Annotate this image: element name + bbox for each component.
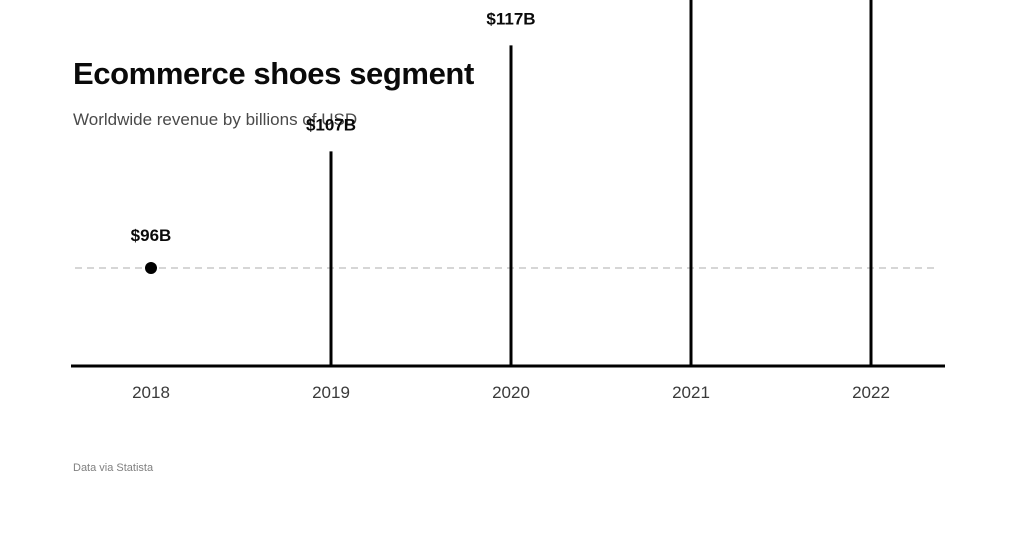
x-tick-label-2021: 2021 [672,383,710,402]
x-tick-label-2018: 2018 [132,383,170,402]
value-label-2018: $96B [131,226,172,245]
chart-title: Ecommerce shoes segment [73,56,474,91]
x-tick-label-2019: 2019 [312,383,350,402]
value-label-2020: $117B [486,9,535,28]
chart-subtitle: Worldwide revenue by billions of USD [73,110,358,129]
value-label-2019: $107B [306,115,356,134]
x-tick-label-2022: 2022 [852,383,890,402]
data-point-2018 [145,262,157,274]
chart-marks: $96B2018$107B2019$117B2020$126B2021$135B… [131,0,890,402]
data-source-note: Data via Statista [73,462,154,474]
x-tick-label-2020: 2020 [492,383,530,402]
